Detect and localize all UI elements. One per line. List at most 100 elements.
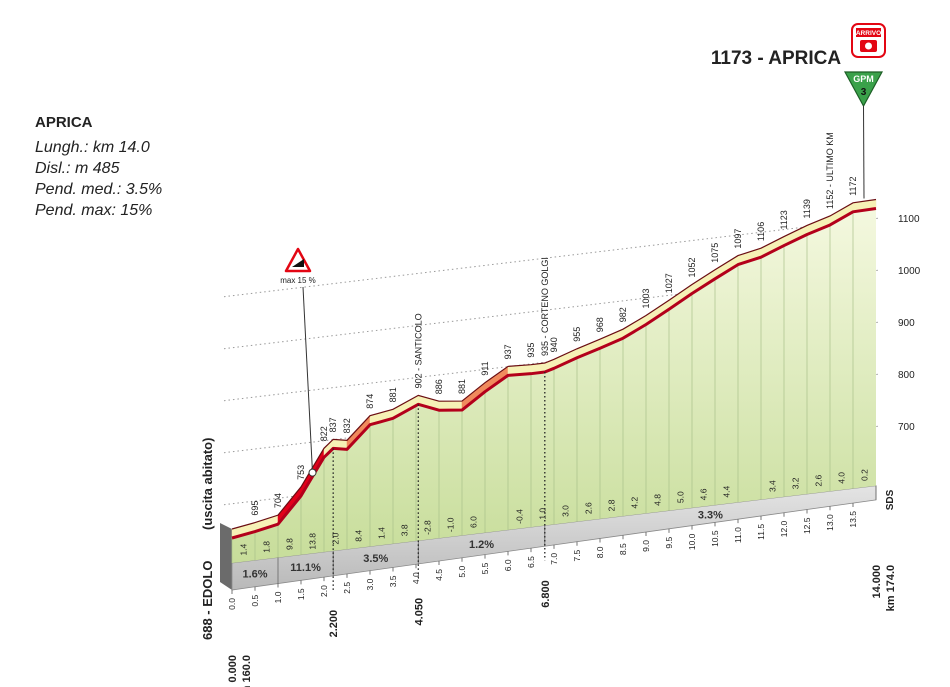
gpm-label: GPM <box>853 74 874 84</box>
elevation-label: 968 <box>595 317 605 332</box>
y-tick-label: 1100 <box>898 214 920 225</box>
max-gradient-pointer <box>302 286 313 473</box>
elevation-label: 955 <box>572 327 582 342</box>
elevation-label: 886 <box>434 379 444 394</box>
x-tick-label: 8.5 <box>618 543 628 555</box>
y-tick-label: 800 <box>898 370 915 381</box>
finish-icon: ARRIVO <box>851 23 886 58</box>
gpm-sign: GPM 3 <box>843 71 884 108</box>
gradient-label: 3.2 <box>791 477 801 489</box>
profile-top <box>231 198 877 530</box>
gradient-label: 2.6 <box>584 502 594 514</box>
gradient-label: 6.0 <box>469 516 479 528</box>
x-tick-label: 6.0 <box>503 559 513 571</box>
race-km-label: km 174.0 <box>885 565 897 611</box>
x-tick-label: 5.0 <box>457 566 467 578</box>
max-gradient-label: max 15 % <box>280 276 316 285</box>
gradient-label: 2.6 <box>814 474 824 486</box>
x-tick-label: 1.5 <box>296 588 306 600</box>
y-tick-label: 700 <box>898 422 915 433</box>
max-gradient-sign: max 15 % <box>280 247 316 285</box>
gradient-label: 4.6 <box>699 488 709 500</box>
gradient-label: 8.4 <box>354 530 364 542</box>
gradient-label: 5.0 <box>676 491 686 503</box>
marker-label: 14.000 <box>871 565 883 599</box>
max-gradient-point <box>308 468 317 477</box>
elevation-label: 881 <box>388 387 398 402</box>
elevation-label: 695 <box>250 501 260 516</box>
start-label: 688 - EDOLO <box>200 561 215 640</box>
elevation-label: 935 - CORTENO GOLGI <box>540 257 550 356</box>
elevation-label: 1172 <box>848 176 858 195</box>
section-label: 3.3% <box>698 509 723 521</box>
elevation-label: 982 <box>618 307 628 322</box>
gradient-label: 3.4 <box>768 480 778 492</box>
finish-icon-label: ARRIVO <box>856 30 881 37</box>
x-tick-label: 11.5 <box>756 524 766 540</box>
elevation-label: 704 <box>273 493 283 508</box>
x-tick-label: 0.5 <box>250 595 260 607</box>
elevation-label: 832 <box>342 418 352 433</box>
x-tick-label: 7.5 <box>572 549 582 561</box>
x-tick-label: 2.0 <box>319 585 329 597</box>
elevation-label: 753 <box>296 465 306 480</box>
elevation-label: 837 <box>328 417 338 432</box>
x-tick-label: 12.5 <box>802 517 812 534</box>
x-tick-label: 13.5 <box>848 511 858 528</box>
marker-label: 6.800 <box>540 580 552 608</box>
y-tick-label: 900 <box>898 318 915 329</box>
gradient-label: 1.0 <box>538 508 548 520</box>
race-km-label: km 160.0 <box>241 655 253 687</box>
gradient-label: 13.8 <box>308 533 318 550</box>
x-tick-label: 10.0 <box>687 533 697 550</box>
section-label: 3.5% <box>363 553 388 565</box>
info-line: Pend. med.: 3.5% <box>35 181 162 198</box>
x-tick-label: 13.0 <box>825 514 835 531</box>
gradient-label: 1.8 <box>262 541 272 553</box>
gradient-label: -0.4 <box>515 509 525 524</box>
gradient-label: 4.4 <box>722 485 732 497</box>
elevation-label: 1152 - ULTIMO KM <box>825 132 835 209</box>
marker-label: 2.200 <box>328 610 340 638</box>
start-note: (uscita abitato) <box>200 438 215 530</box>
info-line: Lungh.: km 14.0 <box>35 139 150 156</box>
elevation-label: 1123 <box>779 210 789 229</box>
x-tick-label: 2.5 <box>342 582 352 594</box>
info-title: APRICA <box>35 114 93 131</box>
elevation-label: 822 <box>319 426 329 441</box>
elevation-label: 874 <box>365 394 375 409</box>
chart-title: 1173 - APRICA <box>711 48 842 69</box>
elevation-label: 1003 <box>641 288 651 308</box>
x-tick-label: 6.5 <box>526 556 536 568</box>
gpm-category: 3 <box>861 87 867 98</box>
gradient-label: 4.8 <box>653 494 663 506</box>
side-face <box>220 523 232 590</box>
elevation-label: 935 <box>526 343 536 358</box>
x-tick-label: 8.0 <box>595 546 605 558</box>
marker-label: 0.000 <box>227 655 239 683</box>
elevation-label: 902 - SANTICOLO <box>413 313 423 388</box>
info-line: Pend. max: 15% <box>35 202 152 219</box>
gradient-label: 0.2 <box>860 469 870 481</box>
gradient-label: 3.8 <box>400 524 410 536</box>
x-tick-label: 5.5 <box>480 562 490 574</box>
x-tick-label: 11.0 <box>733 527 743 543</box>
x-tick-label: 10.5 <box>710 530 720 547</box>
elevation-label: 937 <box>503 344 513 359</box>
x-tick-label: 3.0 <box>365 578 375 590</box>
gradient-label: 1.4 <box>377 527 387 539</box>
elevation-label: 881 <box>457 379 467 394</box>
gradient-label: 3.0 <box>561 505 571 517</box>
x-tick-label: 3.5 <box>388 575 398 587</box>
y-axis-label: SDS <box>885 489 896 510</box>
x-tick-label: 1.0 <box>273 591 283 603</box>
gradient-label: -1.0 <box>446 517 456 532</box>
gradient-label: 2.0 <box>331 532 341 544</box>
x-tick-label: 7.0 <box>549 553 559 565</box>
elevation-label: 1139 <box>802 199 812 218</box>
section-label: 1.6% <box>242 569 267 581</box>
elevation-label: 1027 <box>664 273 674 293</box>
elevation-label: 1097 <box>733 229 743 249</box>
x-tick-label: 12.0 <box>779 520 789 537</box>
